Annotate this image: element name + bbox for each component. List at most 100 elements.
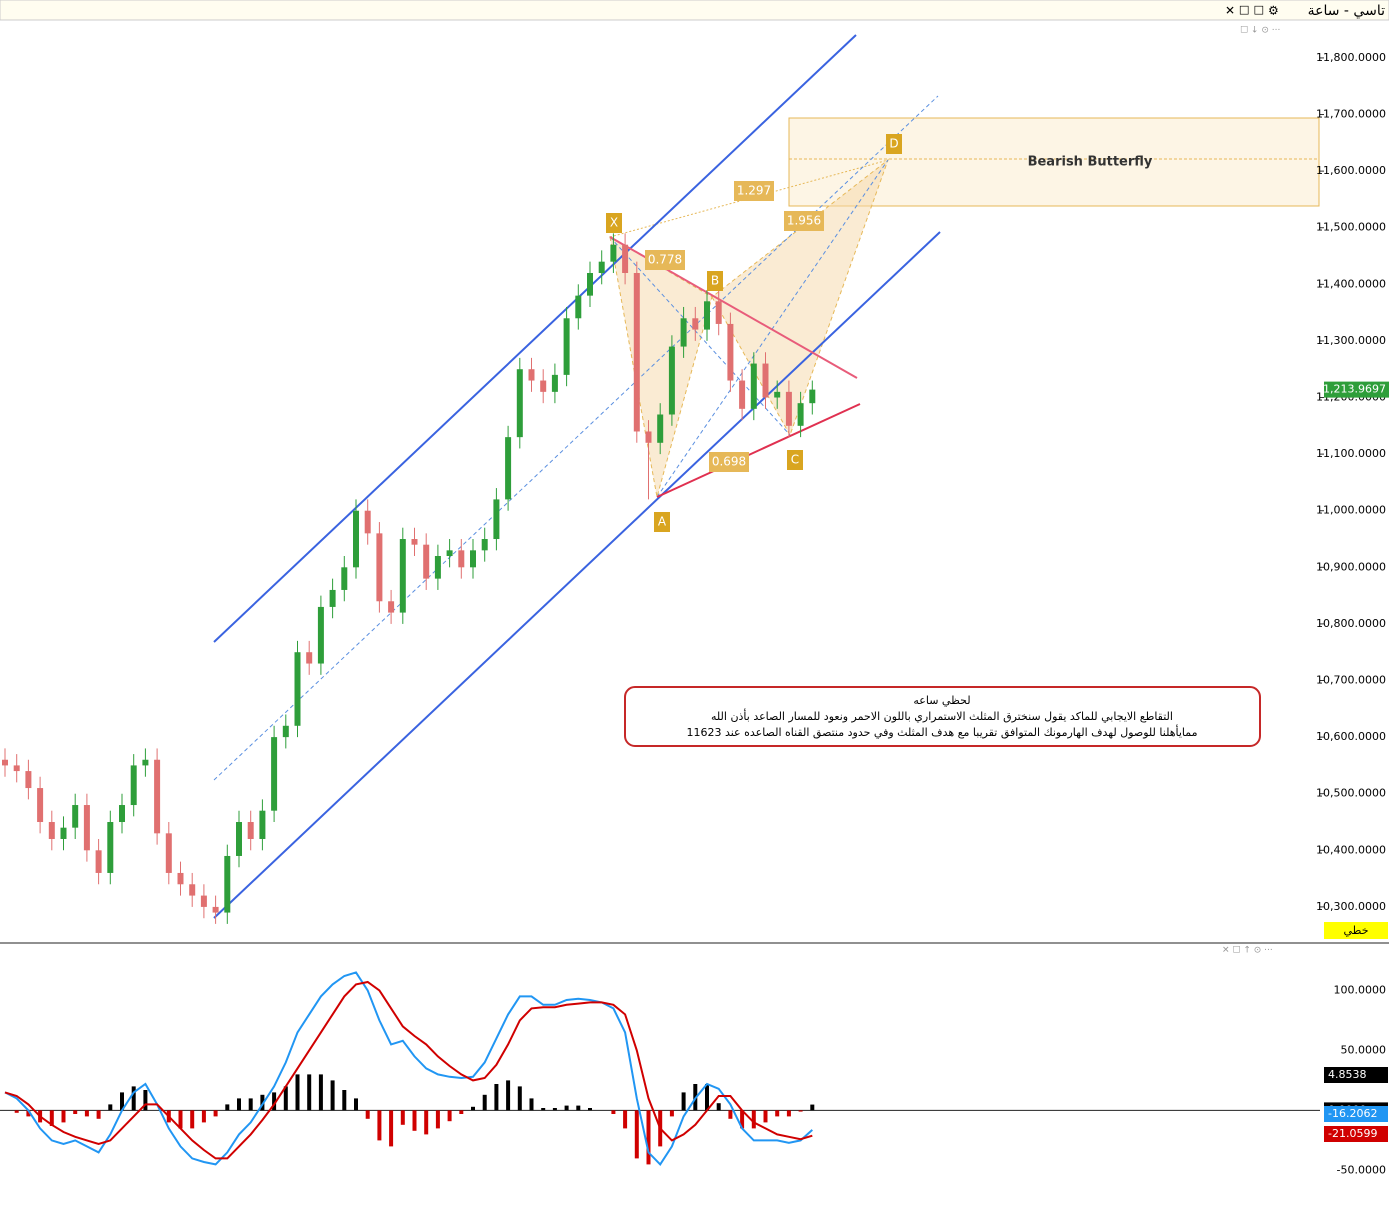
candle-body bbox=[598, 261, 605, 273]
candle-body bbox=[37, 788, 44, 823]
histogram-bar bbox=[307, 1074, 312, 1111]
histogram-bar bbox=[810, 1104, 815, 1111]
candle-body bbox=[200, 895, 207, 907]
candle-body bbox=[423, 544, 430, 579]
last-value-box bbox=[1324, 1126, 1388, 1142]
candle-body bbox=[645, 431, 652, 443]
candle-body bbox=[575, 295, 582, 319]
histogram-bar bbox=[143, 1090, 148, 1111]
candle-body bbox=[376, 533, 383, 602]
histogram-bar bbox=[283, 1086, 288, 1111]
ratio-label: 0.698 bbox=[712, 455, 746, 469]
histogram-bar bbox=[26, 1110, 31, 1117]
histogram-bar bbox=[611, 1110, 616, 1114]
candle-body bbox=[282, 725, 289, 738]
candle-body bbox=[154, 759, 161, 834]
pattern-point-box bbox=[787, 450, 803, 470]
histogram-bar bbox=[377, 1110, 382, 1141]
candle-body bbox=[13, 765, 20, 772]
histogram-bar bbox=[248, 1098, 253, 1111]
candle-body bbox=[95, 850, 102, 873]
pane-icons[interactable]: ✕ ☐ ↑ ⊙ ··· bbox=[1222, 946, 1273, 956]
histogram-bar bbox=[728, 1110, 733, 1119]
histogram-bar bbox=[412, 1110, 417, 1131]
candle-body bbox=[774, 391, 781, 398]
histogram-bar bbox=[763, 1110, 768, 1123]
pattern-point: D bbox=[889, 137, 898, 151]
y-tick-label: 11,100.0000 bbox=[1316, 447, 1386, 460]
histogram-bar bbox=[506, 1080, 511, 1111]
candle-body bbox=[470, 550, 476, 568]
candle-body bbox=[481, 539, 488, 551]
candle-body bbox=[60, 827, 67, 839]
histogram-bar bbox=[494, 1084, 499, 1111]
candle-body bbox=[610, 244, 617, 262]
candle-body bbox=[72, 805, 79, 828]
histogram-bar bbox=[131, 1086, 136, 1111]
candle-body bbox=[25, 771, 32, 789]
candle-body bbox=[177, 872, 184, 885]
header-title: تاسي - ساعة bbox=[1308, 3, 1385, 19]
candle-body bbox=[294, 652, 301, 726]
histogram-bar bbox=[225, 1104, 230, 1111]
candle-body bbox=[130, 765, 137, 806]
pattern-leg bbox=[609, 236, 791, 436]
header-bar bbox=[0, 0, 1389, 21]
last-value-label: -21.0599 bbox=[1328, 1127, 1377, 1140]
pattern-point-box bbox=[707, 271, 723, 291]
candle-body bbox=[306, 652, 313, 664]
histogram-bar bbox=[517, 1086, 522, 1111]
macd-line bbox=[4, 980, 813, 1160]
candle-body bbox=[551, 374, 558, 392]
histogram-bar bbox=[389, 1110, 394, 1147]
histogram-bar bbox=[459, 1110, 464, 1114]
histogram-bar bbox=[120, 1092, 124, 1111]
histogram-bar bbox=[73, 1110, 78, 1114]
candle-body bbox=[540, 380, 547, 392]
candle-body bbox=[388, 601, 395, 613]
histogram-bar bbox=[669, 1110, 674, 1117]
histogram-bar bbox=[751, 1110, 756, 1129]
candle-body bbox=[364, 510, 371, 534]
histogram-bar bbox=[588, 1108, 592, 1111]
histogram-bar bbox=[213, 1110, 218, 1117]
pane-icons[interactable]: ☐ ↓ ⊙ ··· bbox=[1240, 26, 1280, 36]
histogram-bar bbox=[178, 1110, 183, 1129]
last-price-box bbox=[1324, 381, 1389, 398]
histogram-bar bbox=[447, 1110, 452, 1122]
histogram-bar bbox=[634, 1110, 639, 1159]
histogram-bar bbox=[61, 1110, 66, 1123]
candle-body bbox=[528, 369, 535, 381]
y-tick-label: 11,800.0000 bbox=[1316, 51, 1386, 64]
candle-body bbox=[622, 244, 629, 273]
histogram-bar bbox=[798, 1110, 803, 1112]
histogram-bar bbox=[237, 1098, 241, 1111]
candle-body bbox=[247, 822, 254, 839]
y-tick-label: 10,400.0000 bbox=[1316, 843, 1386, 856]
toolbar-icons[interactable]: ✕ ☐ ☐ ⚙ bbox=[1225, 4, 1279, 18]
histogram-bar bbox=[342, 1090, 347, 1111]
pattern-point: B bbox=[711, 274, 719, 288]
candle-body bbox=[587, 272, 593, 296]
ratio-label: 1.956 bbox=[787, 214, 821, 228]
candle-body bbox=[727, 323, 734, 381]
candle-body bbox=[739, 380, 746, 409]
histogram-bar bbox=[564, 1105, 569, 1111]
histogram-bar bbox=[330, 1080, 335, 1111]
candle-body bbox=[657, 414, 664, 443]
candle-body bbox=[458, 550, 465, 568]
ratio-box bbox=[784, 211, 824, 231]
last-value-label: -16.2062 bbox=[1328, 1107, 1377, 1120]
candle-body bbox=[633, 272, 640, 432]
histogram-bar bbox=[354, 1098, 358, 1111]
candle-body bbox=[259, 810, 266, 839]
histogram-bar bbox=[716, 1103, 721, 1111]
candle-body bbox=[399, 539, 406, 613]
histogram-bar bbox=[705, 1084, 709, 1111]
y-tick-label: 10,500.0000 bbox=[1316, 787, 1386, 800]
candle-body bbox=[434, 555, 441, 579]
ratio-box bbox=[709, 452, 749, 472]
y-tick-label: -50.0000 bbox=[1337, 1163, 1386, 1176]
histogram-bar bbox=[471, 1106, 475, 1111]
